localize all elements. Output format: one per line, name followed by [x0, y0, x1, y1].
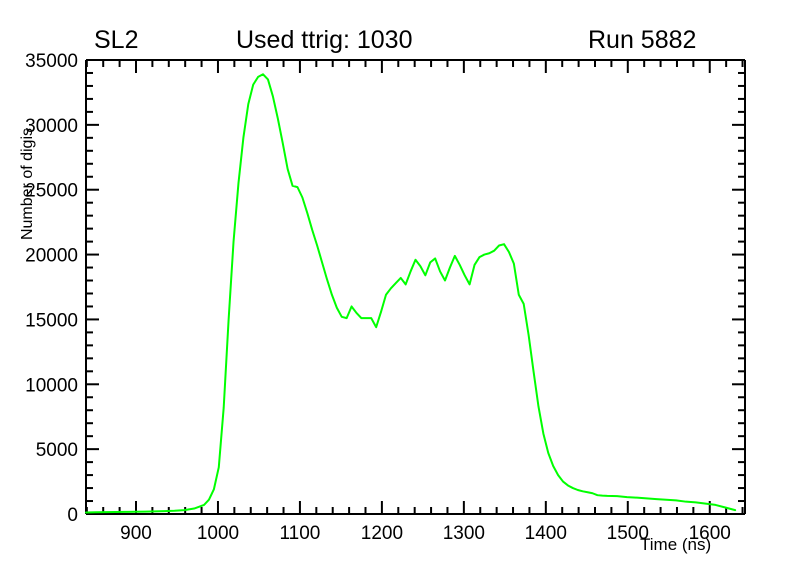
y-ticklabel: 25000	[25, 181, 78, 202]
y-ticklabel: 0	[67, 505, 78, 526]
header-center-label: Used ttrig: 1030	[236, 26, 413, 54]
x-axis-ticks	[85, 60, 744, 514]
x-ticklabel: 1000	[197, 523, 239, 544]
x-ticklabel: 1200	[361, 523, 403, 544]
x-ticklabel: 1300	[443, 523, 485, 544]
x-ticklabel: 1400	[525, 523, 567, 544]
y-axis-ticklabels: 0 5000 10000 15000 20000 25000 30000 35000	[25, 51, 78, 526]
x-ticklabel: 1600	[689, 523, 731, 544]
y-ticklabel: 15000	[25, 310, 78, 331]
x-axis-title: Time (ns)	[640, 535, 712, 554]
x-ticklabel: 1100	[279, 523, 320, 544]
y-ticklabel: 20000	[25, 246, 78, 267]
x-axis-ticklabels: 900 1000 1100 1200 1300 1400 1500 1600	[120, 523, 731, 544]
x-ticklabel: 900	[120, 523, 152, 544]
header-left-label: SL2	[94, 26, 139, 54]
y-ticklabel: 30000	[25, 116, 78, 137]
y-ticklabel: 35000	[25, 51, 78, 72]
y-ticklabel: 10000	[25, 375, 78, 396]
y-axis-ticks	[86, 59, 745, 515]
header-right-label: Run 5882	[588, 26, 697, 54]
axis-frame	[85, 59, 746, 515]
x-ticklabel: 1500	[607, 523, 649, 544]
y-ticklabel: 5000	[36, 440, 78, 461]
digis-time-distribution-curve	[85, 73, 737, 514]
